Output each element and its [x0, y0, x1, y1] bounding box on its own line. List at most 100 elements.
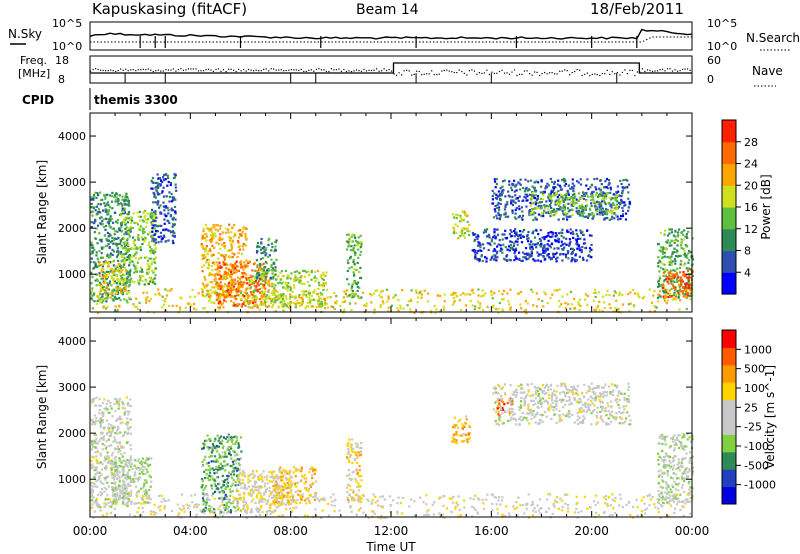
data-cell — [201, 289, 204, 292]
data-cell — [264, 276, 267, 279]
data-cell — [168, 191, 171, 194]
data-cell — [685, 296, 688, 299]
nave-dot — [661, 68, 664, 70]
data-cell — [657, 256, 660, 259]
data-cell — [231, 264, 234, 267]
data-cell — [242, 226, 245, 229]
data-cell — [101, 419, 104, 422]
data-cell — [670, 295, 673, 298]
data-cell — [491, 297, 494, 300]
noise-tick-high-right: 10^5 — [707, 17, 737, 30]
data-cell — [560, 196, 563, 199]
data-cell — [353, 293, 356, 296]
data-cell — [434, 311, 437, 314]
data-cell — [618, 291, 621, 294]
data-cell — [638, 296, 641, 299]
data-cell — [234, 295, 237, 298]
data-cell — [128, 477, 131, 480]
data-cell — [262, 286, 265, 289]
data-cell — [687, 276, 690, 279]
data-cell — [543, 244, 546, 247]
data-cell — [685, 244, 688, 247]
data-cell — [129, 502, 133, 505]
data-cell — [317, 295, 320, 298]
data-cell — [251, 299, 254, 302]
data-cell — [95, 254, 98, 257]
data-cell — [245, 263, 248, 266]
data-cell — [150, 457, 153, 460]
nave-dot — [195, 68, 197, 70]
data-cell — [237, 236, 240, 239]
data-cell — [611, 209, 614, 212]
data-cell — [111, 294, 114, 297]
data-cell — [152, 234, 155, 237]
data-cell — [201, 244, 204, 247]
data-cell — [453, 216, 456, 219]
data-cell — [353, 234, 356, 237]
data-cell — [166, 184, 169, 187]
data-cell — [546, 247, 549, 250]
data-cell — [618, 194, 621, 197]
data-cell — [123, 259, 126, 262]
data-cell — [478, 249, 481, 252]
data-cell — [90, 257, 93, 260]
nave-dot — [526, 70, 528, 72]
nave-dot — [165, 69, 167, 71]
data-cell — [125, 258, 128, 262]
data-cell — [452, 297, 455, 300]
data-cell — [334, 301, 337, 304]
data-cell — [474, 305, 477, 308]
data-cell — [108, 505, 111, 508]
data-cell — [499, 193, 502, 196]
data-cell — [94, 446, 97, 449]
cpid-label: CPID — [22, 93, 54, 107]
nave-dot — [386, 70, 388, 72]
data-cell — [548, 198, 551, 201]
data-cell — [119, 278, 122, 281]
data-cell — [355, 244, 359, 247]
nave-dot — [398, 72, 400, 74]
data-cell — [124, 281, 127, 285]
data-cell — [598, 211, 601, 214]
data-cell — [451, 213, 454, 216]
data-cell — [247, 278, 250, 281]
data-cell — [271, 272, 274, 275]
data-cell — [563, 198, 566, 201]
data-cell — [124, 463, 127, 466]
data-cell — [107, 270, 110, 274]
data-cell — [300, 275, 303, 278]
data-cell — [265, 278, 268, 281]
data-cell — [252, 291, 255, 295]
data-cell — [132, 263, 135, 266]
data-cell — [90, 459, 93, 462]
data-cell — [256, 274, 259, 277]
data-cell — [113, 270, 117, 273]
data-cell — [240, 283, 244, 287]
data-cell — [116, 492, 119, 495]
data-cell — [534, 203, 537, 206]
data-cell — [136, 247, 139, 250]
data-cell — [240, 305, 243, 308]
data-cell — [148, 241, 151, 244]
data-cell — [467, 233, 471, 237]
data-cell — [244, 300, 247, 303]
nave-dot — [258, 70, 260, 72]
data-cell — [277, 282, 280, 285]
nave-dot — [649, 69, 651, 72]
data-cell — [156, 191, 159, 194]
data-cell — [230, 283, 233, 286]
data-cell — [167, 229, 170, 232]
data-cell — [151, 176, 155, 180]
data-cell — [254, 289, 257, 292]
data-cell — [241, 303, 244, 306]
data-cell — [476, 300, 479, 303]
data-cell — [626, 186, 629, 189]
data-cell — [554, 239, 557, 242]
data-cell — [243, 296, 246, 299]
data-cell — [591, 195, 594, 198]
data-cell — [246, 294, 249, 297]
data-cell — [521, 210, 524, 213]
data-cell — [354, 240, 358, 243]
data-cell — [130, 259, 133, 262]
data-cell — [596, 305, 600, 308]
